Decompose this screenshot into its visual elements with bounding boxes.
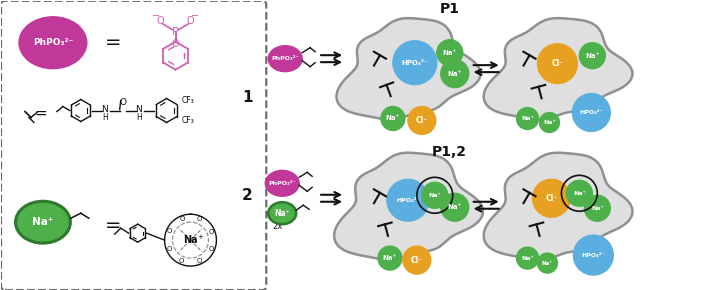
Text: PhPO₃²⁻: PhPO₃²⁻ [272, 56, 299, 61]
Text: H: H [136, 113, 141, 122]
Text: H: H [102, 113, 108, 122]
Circle shape [403, 246, 431, 274]
Text: P: P [172, 27, 179, 37]
Text: O: O [209, 246, 214, 252]
Text: Na⁺: Na⁺ [585, 53, 599, 59]
Text: Na⁺: Na⁺ [383, 255, 397, 261]
Text: O: O [179, 258, 184, 264]
Circle shape [516, 247, 539, 269]
Text: O: O [172, 39, 180, 49]
Text: HPO₄²⁻: HPO₄²⁻ [396, 198, 420, 203]
Circle shape [387, 179, 429, 221]
Circle shape [437, 40, 463, 66]
Text: Na⁺: Na⁺ [429, 193, 441, 198]
Text: Na⁺: Na⁺ [591, 206, 604, 211]
Text: Na⁺: Na⁺ [543, 120, 556, 125]
Text: Cl⁻: Cl⁻ [551, 59, 563, 68]
Circle shape [573, 235, 613, 275]
Text: O: O [180, 216, 185, 222]
Text: Na: Na [183, 235, 198, 245]
Text: =: = [104, 216, 121, 235]
Ellipse shape [265, 170, 299, 196]
Text: O: O [167, 228, 172, 234]
Circle shape [441, 60, 468, 88]
Text: P1: P1 [439, 2, 460, 16]
Text: PhPO₃²⁻: PhPO₃²⁻ [269, 181, 296, 186]
Text: O: O [119, 98, 126, 107]
Polygon shape [484, 153, 633, 260]
Circle shape [584, 195, 610, 221]
Ellipse shape [19, 17, 87, 69]
Text: CF₃: CF₃ [182, 116, 195, 125]
Circle shape [537, 253, 557, 273]
Text: Na⁺: Na⁺ [542, 261, 553, 266]
Text: Cl⁻: Cl⁻ [416, 116, 428, 125]
Text: Na⁺: Na⁺ [521, 116, 534, 121]
Text: O: O [209, 229, 214, 235]
FancyBboxPatch shape [1, 1, 266, 290]
Circle shape [408, 106, 436, 135]
Circle shape [378, 246, 402, 270]
Circle shape [573, 94, 610, 131]
Text: HPO₄²⁻: HPO₄²⁻ [402, 60, 428, 66]
Text: Cl⁻: Cl⁻ [411, 255, 423, 264]
Text: =: = [35, 106, 47, 121]
Polygon shape [337, 18, 481, 120]
Text: +: + [198, 234, 203, 240]
Text: O: O [157, 16, 164, 26]
Ellipse shape [15, 201, 70, 243]
Ellipse shape [269, 46, 302, 72]
Text: Na⁺: Na⁺ [447, 204, 462, 210]
Circle shape [381, 106, 405, 130]
Circle shape [537, 44, 577, 84]
Text: O: O [187, 16, 194, 26]
Text: Na⁺: Na⁺ [386, 115, 400, 122]
Text: O: O [167, 246, 172, 252]
Text: Na⁺: Na⁺ [521, 255, 534, 261]
Text: 2: 2 [242, 188, 253, 203]
Text: −: − [151, 11, 160, 21]
Circle shape [533, 179, 571, 217]
Text: CF₃: CF₃ [182, 96, 195, 105]
Circle shape [422, 182, 447, 208]
Text: O: O [197, 216, 202, 222]
Circle shape [579, 43, 605, 69]
Text: Na⁺: Na⁺ [447, 71, 462, 77]
Text: Na⁺: Na⁺ [573, 191, 586, 196]
Text: HPO₄²⁻: HPO₄²⁻ [581, 253, 605, 258]
Circle shape [393, 41, 437, 85]
Text: O: O [196, 258, 202, 264]
Text: 1: 1 [242, 90, 253, 105]
Text: Na⁺: Na⁺ [274, 209, 290, 218]
Text: =: = [104, 33, 121, 52]
Text: N: N [101, 105, 108, 114]
Text: −: − [191, 11, 200, 21]
Circle shape [566, 180, 592, 206]
Circle shape [441, 193, 468, 221]
Text: Na⁺: Na⁺ [33, 217, 54, 227]
Circle shape [539, 113, 560, 133]
Polygon shape [484, 18, 633, 120]
Circle shape [516, 108, 539, 129]
Ellipse shape [269, 202, 296, 224]
Text: PhPO₃²⁻: PhPO₃²⁻ [33, 38, 73, 47]
Text: 2x: 2x [272, 222, 282, 231]
Text: Cl⁻: Cl⁻ [545, 194, 557, 203]
Text: N: N [135, 105, 142, 114]
Text: P1,2: P1,2 [432, 145, 467, 160]
Polygon shape [334, 153, 483, 260]
Text: Na⁺: Na⁺ [442, 50, 457, 56]
Text: HPO₄²⁻: HPO₄²⁻ [579, 110, 603, 115]
